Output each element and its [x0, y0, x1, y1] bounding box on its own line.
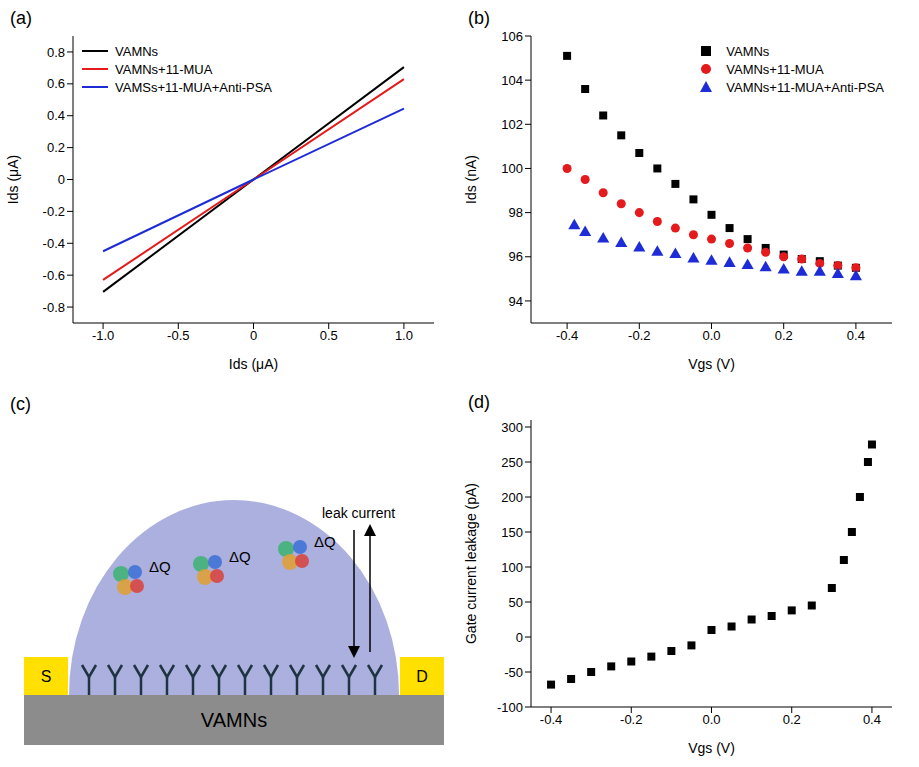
svg-text:-0.4: -0.4: [556, 328, 578, 343]
svg-text:98: 98: [509, 205, 523, 220]
svg-text:VAMNs: VAMNs: [201, 709, 267, 731]
svg-text:-0.4: -0.4: [540, 712, 562, 727]
svg-text:ΔQ: ΔQ: [149, 558, 171, 575]
svg-text:-0.6: -0.6: [43, 268, 65, 283]
svg-text:1.0: 1.0: [395, 328, 413, 343]
svg-text:-50: -50: [504, 665, 523, 680]
svg-text:0.0: 0.0: [702, 328, 720, 343]
html-text:(b): (b): [468, 8, 490, 28]
html-text:VAMNs: VAMNs: [726, 43, 770, 59]
svg-text:0.4: 0.4: [47, 108, 65, 123]
svg-text:-0.2: -0.2: [43, 204, 65, 219]
svg-text:0: 0: [516, 630, 523, 645]
svg-text:100: 100: [501, 560, 523, 575]
svg-text:-1.0: -1.0: [92, 328, 114, 343]
html-text:VAMNs: VAMNs: [115, 43, 159, 59]
svg-text:0.6: 0.6: [47, 76, 65, 91]
html-text:(d): (d): [468, 392, 490, 412]
svg-text:50: 50: [509, 595, 523, 610]
svg-text:Ids (nA): Ids (nA): [463, 155, 479, 204]
svg-text:104: 104: [501, 73, 523, 88]
html-text:VAMNs+11-MUA: VAMNs+11-MUA: [726, 61, 824, 77]
html-text:VAMNs+11-MUA: VAMNs+11-MUA: [115, 61, 213, 77]
svg-text:0.2: 0.2: [783, 712, 801, 727]
svg-text:ΔQ: ΔQ: [229, 548, 251, 565]
svg-text:0.2: 0.2: [47, 140, 65, 155]
svg-text:-0.4: -0.4: [43, 236, 65, 251]
svg-text:ΔQ: ΔQ: [314, 533, 336, 550]
svg-text:-0.2: -0.2: [628, 328, 650, 343]
svg-text:100: 100: [501, 161, 523, 176]
svg-text:S: S: [41, 668, 52, 685]
svg-text:0.2: 0.2: [775, 328, 793, 343]
svg-text:-100: -100: [497, 700, 523, 715]
svg-text:Vgs (V): Vgs (V): [688, 740, 735, 756]
svg-text:(c): (c): [10, 394, 31, 414]
html-text:VAMNs+11-MUA+Anti-PSA: VAMNs+11-MUA+Anti-PSA: [726, 79, 884, 95]
svg-text:Ids (μA): Ids (μA): [5, 155, 21, 204]
svg-text:300: 300: [501, 420, 523, 435]
svg-text:-0.2: -0.2: [620, 712, 642, 727]
svg-text:leak current: leak current: [322, 505, 395, 521]
svg-text:200: 200: [501, 490, 523, 505]
svg-text:0.8: 0.8: [47, 45, 65, 60]
html-text:VAMSs+11-MUA+Anti-PSA: VAMSs+11-MUA+Anti-PSA: [115, 79, 272, 95]
svg-text:Gate current leakage (pA): Gate current leakage (pA): [463, 483, 479, 644]
svg-text:0.4: 0.4: [847, 328, 865, 343]
svg-text:Ids (μA): Ids (μA): [229, 356, 278, 372]
svg-text:0: 0: [58, 172, 65, 187]
svg-text:102: 102: [501, 117, 523, 132]
svg-text:96: 96: [509, 249, 523, 264]
svg-text:D: D: [416, 668, 428, 685]
svg-text:0.5: 0.5: [320, 328, 338, 343]
svg-text:-0.5: -0.5: [167, 328, 189, 343]
html-text:(a): (a): [10, 8, 32, 28]
svg-text:94: 94: [509, 294, 523, 309]
svg-text:0.0: 0.0: [702, 712, 720, 727]
svg-text:0.4: 0.4: [863, 712, 881, 727]
svg-text:-0.8: -0.8: [43, 300, 65, 315]
svg-text:106: 106: [501, 29, 523, 44]
svg-text:250: 250: [501, 455, 523, 470]
svg-text:Vgs (V): Vgs (V): [688, 356, 735, 372]
svg-text:0: 0: [250, 328, 257, 343]
svg-text:150: 150: [501, 525, 523, 540]
